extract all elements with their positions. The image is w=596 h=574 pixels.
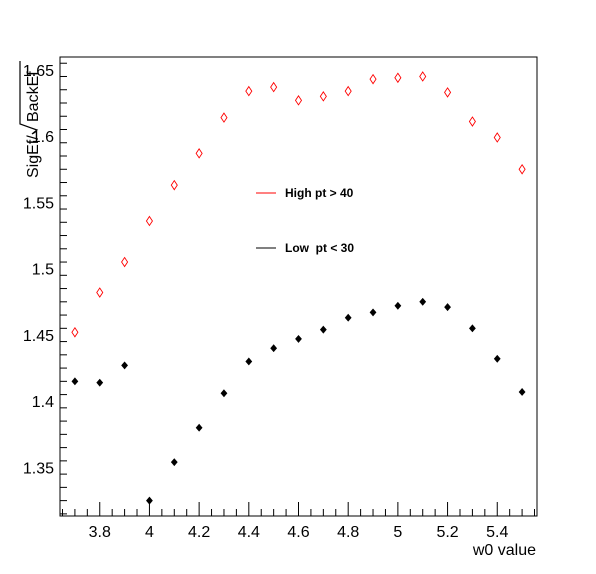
data-point bbox=[319, 325, 327, 334]
plot-frame bbox=[59, 56, 538, 517]
data-point bbox=[121, 256, 129, 268]
legend: High pt > 40 Low pt < 30 bbox=[256, 186, 354, 255]
data-point bbox=[220, 112, 228, 123]
data-point bbox=[369, 308, 377, 317]
data-point bbox=[270, 344, 278, 353]
y-axis-label-main: SigEf/ bbox=[25, 135, 42, 178]
x-tick-label: 5.2 bbox=[436, 524, 458, 541]
y-axis-label-sqrt: BackEf bbox=[25, 71, 42, 122]
y-axis-label-sqrt-sign bbox=[19, 61, 39, 135]
data-point bbox=[493, 132, 501, 143]
data-point bbox=[71, 326, 79, 338]
data-point bbox=[71, 377, 79, 386]
data-point bbox=[220, 389, 228, 398]
x-axis-label: w0 value bbox=[472, 542, 536, 559]
data-point bbox=[493, 354, 501, 363]
data-point bbox=[195, 148, 203, 159]
data-point bbox=[394, 72, 402, 84]
x-axis: 3.8 4 4.2 4.4 4.6 4.8 5 5.2 5.4 bbox=[61, 502, 536, 541]
data-point bbox=[369, 73, 377, 85]
data-point bbox=[195, 423, 203, 432]
y-tick-label: 1.45 bbox=[23, 328, 54, 345]
legend-label-high: High pt > 40 bbox=[285, 186, 354, 200]
x-tick-label: 4.6 bbox=[287, 524, 309, 541]
data-point bbox=[419, 71, 427, 82]
x-tick-label: 4.4 bbox=[238, 524, 260, 541]
data-point bbox=[121, 361, 128, 370]
series-high-pt bbox=[71, 71, 526, 338]
y-tick-label: 1.65 bbox=[23, 63, 54, 80]
data-point bbox=[518, 163, 526, 175]
data-point bbox=[394, 301, 402, 310]
data-point bbox=[96, 378, 104, 387]
data-point bbox=[444, 87, 452, 98]
data-point bbox=[468, 116, 476, 127]
data-point bbox=[145, 215, 153, 227]
y-tick-label: 1.4 bbox=[32, 394, 54, 411]
data-point bbox=[344, 313, 352, 322]
data-point bbox=[245, 85, 253, 97]
legend-label-low: Low pt < 30 bbox=[285, 241, 354, 255]
data-point bbox=[96, 287, 104, 298]
y-tick-label: 1.6 bbox=[32, 129, 54, 146]
y-tick-label: 1.55 bbox=[23, 195, 54, 212]
x-tick-label: 4.8 bbox=[337, 524, 359, 541]
data-point bbox=[319, 91, 327, 102]
data-point bbox=[170, 458, 178, 467]
data-point bbox=[146, 496, 153, 505]
data-point bbox=[344, 85, 352, 97]
y-tick-label: 1.5 bbox=[32, 262, 54, 279]
data-point bbox=[170, 179, 178, 191]
y-axis: 1.35 1.4 1.45 1.5 1.55 1.6 1.65 bbox=[23, 62, 67, 515]
data-point bbox=[270, 81, 278, 93]
data-point bbox=[444, 303, 451, 312]
x-tick-label: 5 bbox=[393, 524, 402, 541]
data-point bbox=[469, 324, 476, 333]
x-tick-label: 3.8 bbox=[89, 524, 111, 541]
series-layer bbox=[71, 71, 526, 505]
data-point bbox=[245, 357, 253, 366]
y-axis-label: SigEf/ BackEf bbox=[19, 61, 42, 178]
y-tick-label: 1.35 bbox=[23, 460, 54, 477]
x-tick-label: 4.2 bbox=[188, 524, 210, 541]
data-point bbox=[295, 334, 302, 343]
data-point bbox=[518, 387, 526, 396]
series-low-pt bbox=[71, 297, 526, 505]
x-tick-label: 4 bbox=[145, 524, 154, 541]
data-point bbox=[294, 95, 303, 106]
data-point bbox=[419, 297, 427, 306]
x-tick-label: 5.4 bbox=[486, 524, 508, 541]
